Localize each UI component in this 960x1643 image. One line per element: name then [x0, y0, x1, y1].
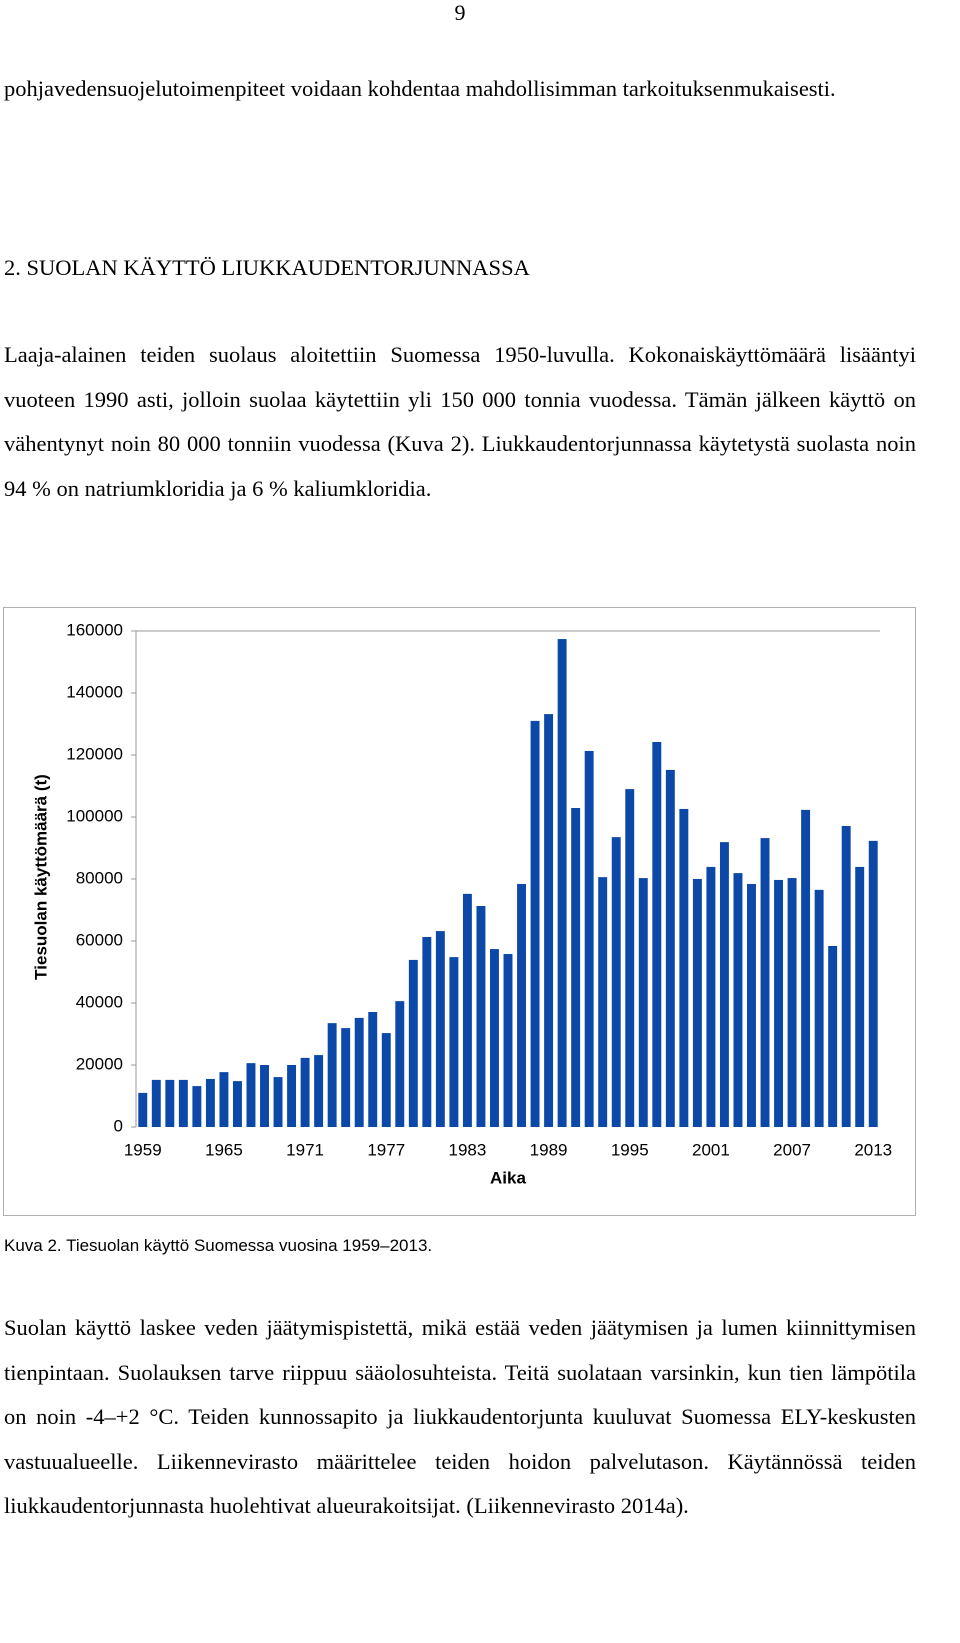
- bar: [692, 879, 702, 1127]
- bar: [665, 769, 675, 1127]
- bar: [774, 879, 784, 1127]
- paragraph: Laaja-alainen teiden suolaus aloitettiin…: [4, 342, 916, 501]
- bar: [679, 808, 689, 1127]
- x-tick-label: 1959: [124, 1140, 162, 1159]
- x-tick-label: 1977: [367, 1140, 405, 1159]
- bar: [408, 959, 418, 1127]
- bar: [544, 714, 554, 1127]
- bar: [368, 1011, 378, 1127]
- bar: [138, 1092, 148, 1127]
- x-tick-label: 2013: [854, 1140, 892, 1159]
- y-tick-label: 20000: [76, 1054, 123, 1073]
- bar: [787, 878, 797, 1127]
- chart-frame: [3, 607, 916, 1216]
- bar: [490, 949, 499, 1127]
- bar: [341, 1028, 351, 1127]
- bar: [611, 837, 621, 1127]
- bar: [584, 750, 594, 1127]
- y-tick-label: 140000: [66, 682, 123, 701]
- heading: 2. SUOLAN KÄYTTÖ LIUKKAUDENTORJUNNASSA: [4, 255, 530, 280]
- bar: [868, 840, 878, 1127]
- bar: [327, 1023, 337, 1127]
- x-tick-label: 2007: [773, 1140, 811, 1159]
- x-tick-label: 1971: [286, 1140, 324, 1159]
- bar: [395, 1001, 405, 1127]
- x-tick-label: 1965: [205, 1140, 243, 1159]
- bar: [205, 1078, 215, 1127]
- bar: [503, 954, 513, 1127]
- y-tick-label: 120000: [66, 744, 123, 763]
- bar: [719, 842, 729, 1127]
- bar: [760, 838, 770, 1127]
- bar: [273, 1077, 283, 1127]
- bar: [814, 889, 824, 1127]
- bar: [354, 1017, 364, 1127]
- bar: [435, 931, 445, 1127]
- bar: [314, 1055, 324, 1127]
- bar: [625, 789, 635, 1127]
- bar: [571, 808, 581, 1127]
- bar: [381, 1033, 391, 1127]
- bar: [219, 1072, 229, 1127]
- y-tick-label: 40000: [76, 992, 123, 1011]
- bar: [801, 809, 811, 1127]
- bar: [828, 945, 838, 1127]
- bar: [151, 1079, 161, 1127]
- paragraph: Suolan käyttö laskee veden jäätymispiste…: [4, 1315, 916, 1518]
- bar: [706, 866, 716, 1127]
- bar: [530, 720, 540, 1127]
- y-tick-label: 100000: [66, 806, 123, 825]
- bar: [557, 639, 567, 1127]
- x-tick-label: 1989: [530, 1140, 568, 1159]
- bar: [260, 1065, 269, 1127]
- y-tick-label: 160000: [66, 620, 123, 639]
- y-tick-label: 60000: [76, 930, 123, 949]
- bar: [192, 1086, 202, 1127]
- bar: [638, 878, 648, 1127]
- caption: Kuva 2. Tiesuolan käyttö Suomessa vuosin…: [4, 1236, 433, 1255]
- bar: [232, 1081, 242, 1127]
- x-tick-label: 1983: [449, 1140, 487, 1159]
- bar: [165, 1079, 175, 1127]
- paragraph: pohjavedensuojelutoimenpiteet voidaan ko…: [4, 76, 836, 101]
- bar: [476, 905, 486, 1127]
- bar: [178, 1079, 188, 1127]
- bar: [747, 883, 756, 1127]
- bar: [449, 957, 459, 1127]
- bar: [733, 873, 743, 1127]
- bar: [246, 1063, 256, 1127]
- page-number: 9: [454, 0, 466, 25]
- y-tick-label: 0: [114, 1116, 123, 1135]
- y-axis-label: Tiesuolan käyttömäärä (t): [31, 774, 50, 980]
- bar: [855, 866, 865, 1127]
- bar: [517, 883, 526, 1127]
- x-axis-label: Aika: [490, 1168, 526, 1187]
- bar: [287, 1065, 297, 1127]
- bar: [300, 1057, 310, 1127]
- bar: [422, 936, 432, 1127]
- y-tick-label: 80000: [76, 868, 123, 887]
- bar: [598, 877, 608, 1127]
- x-tick-label: 1995: [611, 1140, 649, 1159]
- bar: [462, 893, 472, 1127]
- x-tick-label: 2001: [692, 1140, 730, 1159]
- bar: [652, 741, 662, 1127]
- bar: [841, 825, 851, 1127]
